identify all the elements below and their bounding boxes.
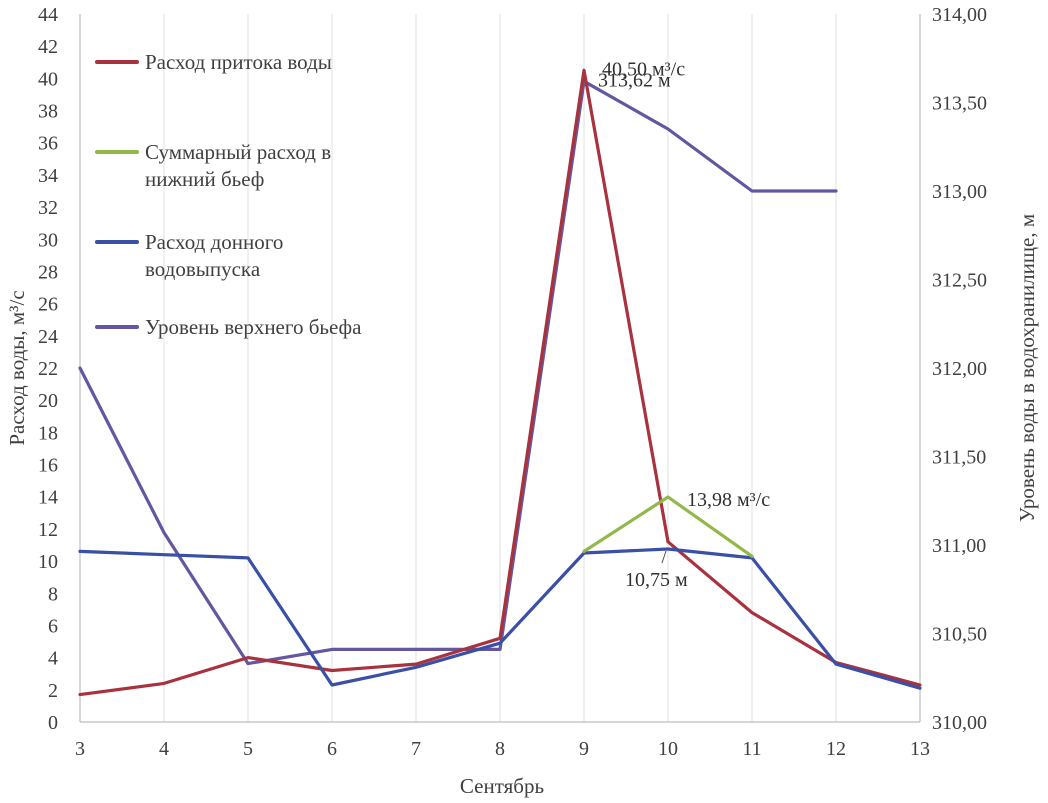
y2-tick-label: 310,00 — [932, 712, 987, 734]
y-tick-label: 26 — [38, 294, 58, 316]
y-tick-label: 20 — [38, 390, 58, 412]
x-tick-label: 5 — [243, 738, 253, 760]
y2-tick-label: 311,00 — [932, 535, 986, 557]
legend-label: Уровень верхнего бьефа — [145, 315, 362, 339]
legend-label: Суммарный расход в нижний бьеф — [145, 140, 331, 191]
y-tick-label: 0 — [48, 712, 58, 734]
x-tick-label: 9 — [579, 738, 589, 760]
x-tick-label: 3 — [75, 738, 85, 760]
data-annotation: 13,98 м³/с — [687, 489, 770, 511]
y-tick-label: 34 — [38, 165, 58, 187]
x-tick-label: 6 — [327, 738, 337, 760]
data-annotation: 313,62 м — [598, 69, 671, 91]
y-axis-title: Расход воды, м³/с — [5, 290, 29, 445]
series-line-3 — [78, 79, 838, 666]
y-tick-label: 10 — [38, 551, 58, 573]
y-tick-label: 32 — [38, 197, 58, 219]
y-tick-label: 6 — [48, 615, 58, 637]
y-tick-label: 40 — [38, 68, 58, 90]
x-tick-label: 13 — [910, 738, 930, 760]
legend: Расход притока воды Суммарный расход в ниж… — [95, 50, 362, 339]
y-tick-label: 44 — [38, 4, 58, 26]
y-tick-label: 4 — [48, 648, 58, 670]
y2-tick-label: 310,50 — [932, 624, 987, 646]
legend-label: Расход донного водовыпуска — [145, 230, 283, 281]
x-tick-label: 10 — [658, 738, 678, 760]
y-tick-label: 38 — [38, 101, 58, 123]
x-tick-label: 11 — [742, 738, 761, 760]
y2-tick-labels: 310,00 310,50 311,00 311,50 312,00 312,50 313,… — [932, 4, 987, 734]
y-tick-label: 22 — [38, 358, 58, 380]
y-tick-label: 24 — [38, 326, 58, 348]
data-annotation: 40,50 м³/с — [602, 58, 685, 80]
y2-tick-label: 312,50 — [932, 270, 987, 292]
x-tick-label: 8 — [495, 738, 505, 760]
y2-tick-label: 312,00 — [932, 358, 987, 380]
series-line-0 — [78, 68, 922, 697]
y2-tick-label: 313,50 — [932, 93, 987, 115]
data-annotation: 10,75 м — [625, 569, 688, 591]
y2-axis-title: Уровень воды в водохранилище, м — [1015, 214, 1039, 522]
series-line-2 — [78, 547, 922, 690]
x-tick-label: 4 — [159, 738, 169, 760]
y2-tick-label: 311,50 — [932, 447, 986, 469]
y-tick-label: 42 — [38, 36, 58, 58]
y-tick-labels: 0246810121416182022242628303234363840424… — [38, 4, 58, 734]
y-tick-label: 28 — [38, 261, 58, 283]
x-tick-labels: 3 4 5 6 7 8 9 10 11 12 13 — [75, 738, 930, 760]
y2-tick-label: 314,00 — [932, 4, 987, 26]
legend-label: Расход притока воды — [145, 50, 332, 74]
y-tick-label: 18 — [38, 422, 58, 444]
x-axis-title: Сентябрь — [460, 774, 544, 798]
x-tick-label: 12 — [826, 738, 846, 760]
series-lines — [78, 68, 922, 697]
series-line-1 — [582, 495, 754, 558]
y-tick-label: 8 — [48, 583, 58, 605]
y-tick-label: 30 — [38, 229, 58, 251]
y-tick-label: 36 — [38, 133, 58, 155]
x-tick-label: 7 — [411, 738, 421, 760]
annotation-leader — [661, 550, 667, 564]
y-tick-label: 16 — [38, 455, 58, 477]
y-tick-label: 12 — [38, 519, 58, 541]
y2-tick-label: 313,00 — [932, 181, 987, 203]
y-tick-label: 2 — [48, 680, 58, 702]
y-tick-label: 14 — [38, 487, 58, 509]
grid-lines — [79, 14, 921, 722]
